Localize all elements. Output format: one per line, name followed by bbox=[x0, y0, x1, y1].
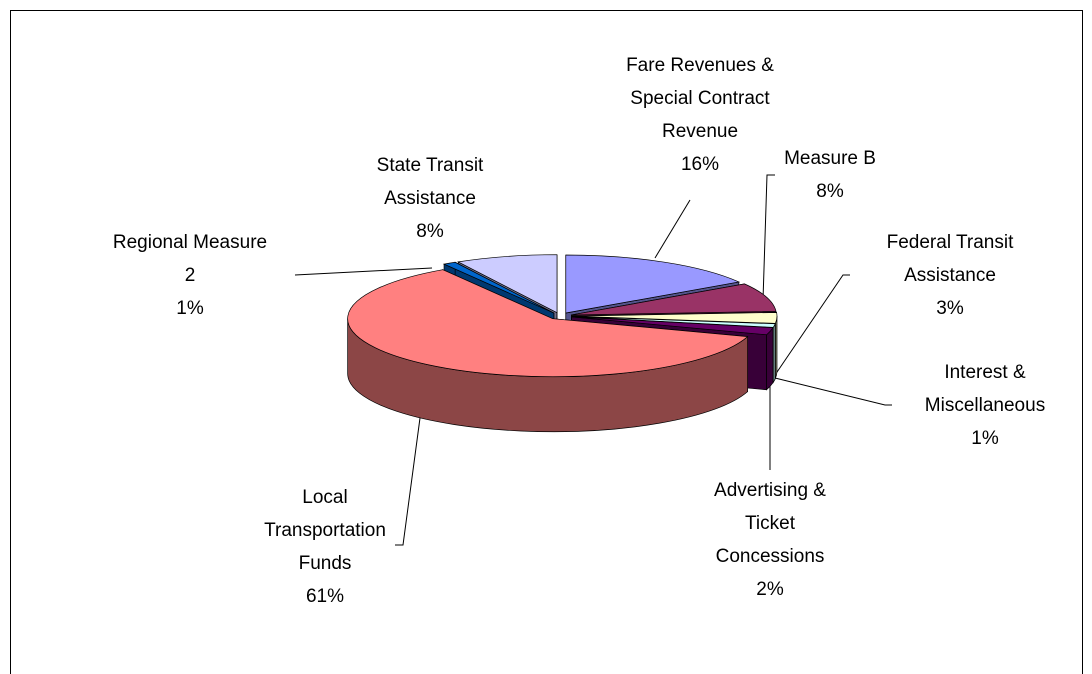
value-label: 8% bbox=[816, 181, 844, 202]
data-label: Local Transportation Funds 61% bbox=[255, 481, 395, 613]
data-label: State Transit Assistance 8% bbox=[360, 149, 500, 248]
value-label: 8% bbox=[416, 221, 444, 242]
value-label: 1% bbox=[176, 298, 204, 319]
leader-line bbox=[762, 174, 775, 301]
slice-wall bbox=[772, 323, 776, 384]
slice bbox=[571, 312, 778, 324]
category-label: Advertising & Ticket Concessions bbox=[714, 480, 826, 567]
value-label: 1% bbox=[971, 428, 999, 449]
category-label: Interest & Miscellaneous bbox=[924, 362, 1046, 416]
slice-wall bbox=[775, 316, 778, 379]
slice bbox=[571, 316, 774, 336]
data-label: Fare Revenues & Special Contract Revenue… bbox=[615, 49, 785, 181]
slice-wall bbox=[766, 326, 774, 391]
slice bbox=[347, 269, 749, 378]
value-label: 3% bbox=[936, 298, 964, 319]
leader-line bbox=[774, 377, 892, 406]
slice bbox=[565, 254, 741, 314]
category-label: Local Transportation Funds bbox=[264, 487, 386, 574]
category-label: Measure B bbox=[784, 148, 876, 169]
data-label: Advertising & Ticket Concessions 2% bbox=[705, 474, 835, 606]
data-label: Measure B 8% bbox=[765, 142, 895, 208]
leader-line bbox=[395, 417, 421, 546]
category-label: Regional Measure 2 bbox=[112, 232, 268, 286]
data-label: Federal Transit Assistance 3% bbox=[875, 226, 1025, 325]
category-label: Federal Transit Assistance bbox=[886, 232, 1014, 286]
leader-line bbox=[654, 199, 691, 259]
data-label: Interest & Miscellaneous 1% bbox=[910, 356, 1060, 455]
pie bbox=[347, 254, 778, 433]
value-label: 2% bbox=[756, 579, 784, 600]
category-label: Fare Revenues & Special Contract Revenue bbox=[626, 55, 774, 142]
leader-lines bbox=[294, 174, 892, 546]
value-label: 61% bbox=[305, 586, 345, 607]
chart-border bbox=[10, 10, 1083, 674]
slice bbox=[457, 254, 558, 314]
category-label: State Transit Assistance bbox=[376, 155, 484, 209]
data-label: Regional Measure 2 1% bbox=[109, 226, 271, 325]
leader-line bbox=[774, 274, 850, 376]
slice bbox=[442, 261, 555, 314]
value-label: 16% bbox=[680, 154, 720, 175]
slice bbox=[571, 283, 777, 316]
leader-line bbox=[294, 267, 433, 276]
